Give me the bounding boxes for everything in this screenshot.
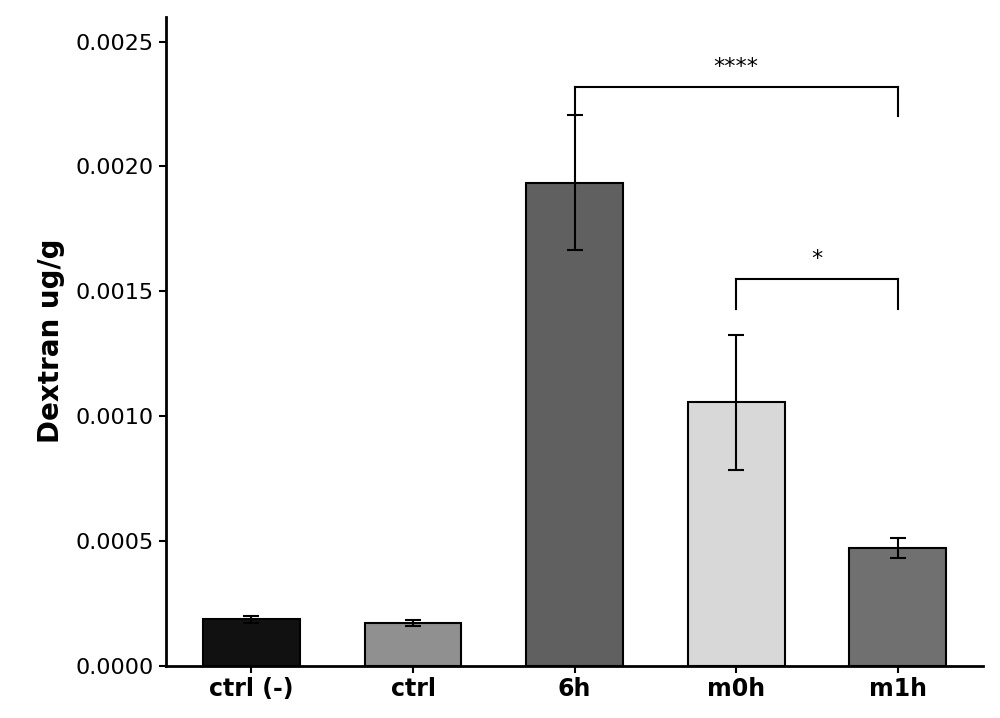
Text: ****: **** [714, 57, 759, 77]
Bar [688, 402, 785, 666]
Y-axis label: Dextran ug/g: Dextran ug/g [37, 239, 65, 443]
Bar [849, 549, 946, 666]
Bar [203, 620, 300, 666]
Bar [365, 623, 461, 666]
Bar [526, 182, 623, 666]
Text: *: * [811, 248, 823, 269]
